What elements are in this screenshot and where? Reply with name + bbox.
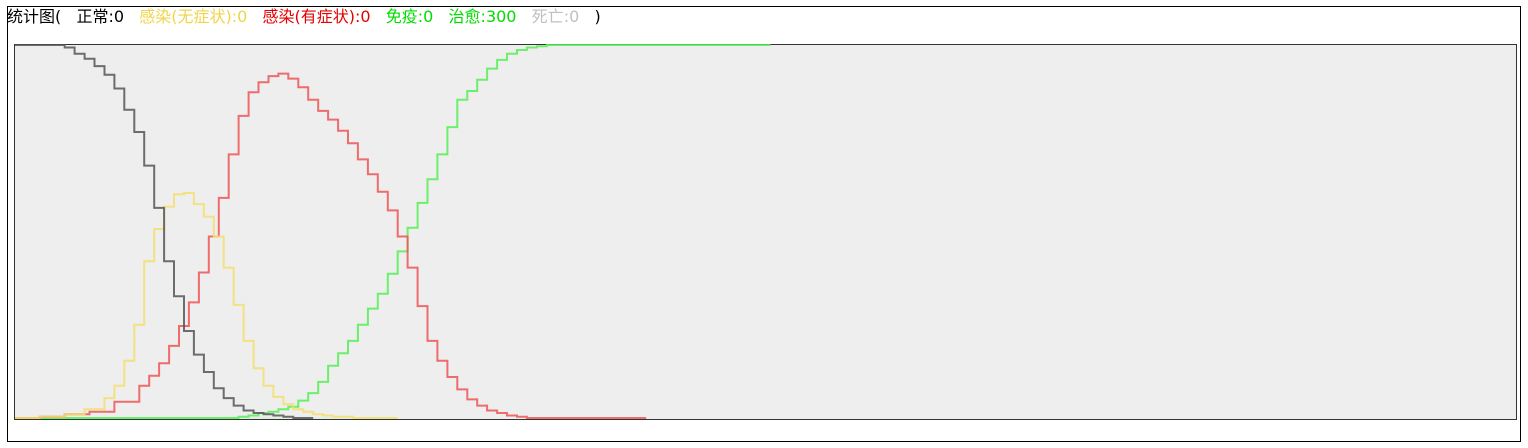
legend-normal: 正常:0 <box>76 7 125 26</box>
legend-asymptomatic-label: 感染(无症状) <box>139 7 232 26</box>
legend-recovered-label: 治愈 <box>448 7 481 26</box>
legend-symptomatic-label: 感染(有症状) <box>262 7 355 26</box>
legend-recovered: 治愈:300 <box>448 7 517 26</box>
legend-immune-label: 免疫 <box>385 7 418 26</box>
recovered-series-line <box>15 44 771 419</box>
legend-recovered-value: 300 <box>485 7 517 26</box>
legend-dead-value: 0 <box>569 7 580 26</box>
chart-title-row: 统计图( 正常:0 感染(无症状):0 感染(有症状):0 免疫:0 治愈:30… <box>7 6 601 28</box>
asymptomatic-series-line <box>15 192 398 419</box>
chart-svg <box>15 44 771 419</box>
chart-frame <box>7 6 1521 442</box>
legend-symptomatic-value: 0 <box>360 7 371 26</box>
chart-title: 统计图( <box>7 7 62 26</box>
legend-asymptomatic-value: 0 <box>237 7 248 26</box>
legend-asymptomatic: 感染(无症状):0 <box>139 7 248 26</box>
legend-immune-value: 0 <box>423 7 434 26</box>
symptomatic-series-line <box>15 72 647 419</box>
legend-immune: 免疫:0 <box>385 7 434 26</box>
chart-title-close: ) <box>594 7 601 26</box>
plot-area <box>14 44 1517 420</box>
normal-series-line <box>15 44 314 419</box>
legend-normal-value: 0 <box>113 7 125 26</box>
legend-symptomatic: 感染(有症状):0 <box>262 7 371 26</box>
legend-normal-label: 正常 <box>76 7 109 26</box>
legend-dead-label: 死亡 <box>531 7 564 26</box>
legend-dead: 死亡:0 <box>531 7 580 26</box>
